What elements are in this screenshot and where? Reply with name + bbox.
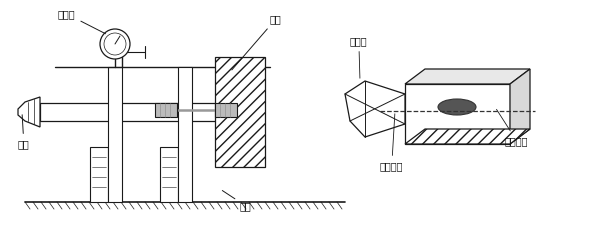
Text: 齿轮: 齿轮: [223, 190, 252, 211]
Bar: [215, 57, 265, 167]
Bar: [40, 103, 255, 121]
Text: 圆规: 圆规: [232, 14, 282, 70]
Polygon shape: [405, 129, 530, 144]
Text: 百分表: 百分表: [58, 9, 106, 34]
Text: 接触斑点: 接触斑点: [497, 109, 528, 146]
Bar: [90, 147, 108, 202]
Circle shape: [100, 29, 130, 59]
Bar: [108, 67, 122, 202]
Polygon shape: [248, 100, 265, 124]
Polygon shape: [405, 69, 530, 84]
Text: 啮合面: 啮合面: [350, 36, 368, 78]
Polygon shape: [510, 69, 530, 144]
Text: 量值: 量值: [18, 115, 30, 149]
Polygon shape: [18, 97, 40, 127]
Bar: [178, 67, 192, 202]
Bar: [405, 84, 510, 144]
Bar: [160, 147, 178, 202]
Ellipse shape: [438, 99, 476, 115]
Bar: [155, 103, 177, 117]
Polygon shape: [345, 81, 405, 137]
Text: 啮合中线: 啮合中线: [380, 114, 404, 171]
Bar: [215, 103, 237, 117]
